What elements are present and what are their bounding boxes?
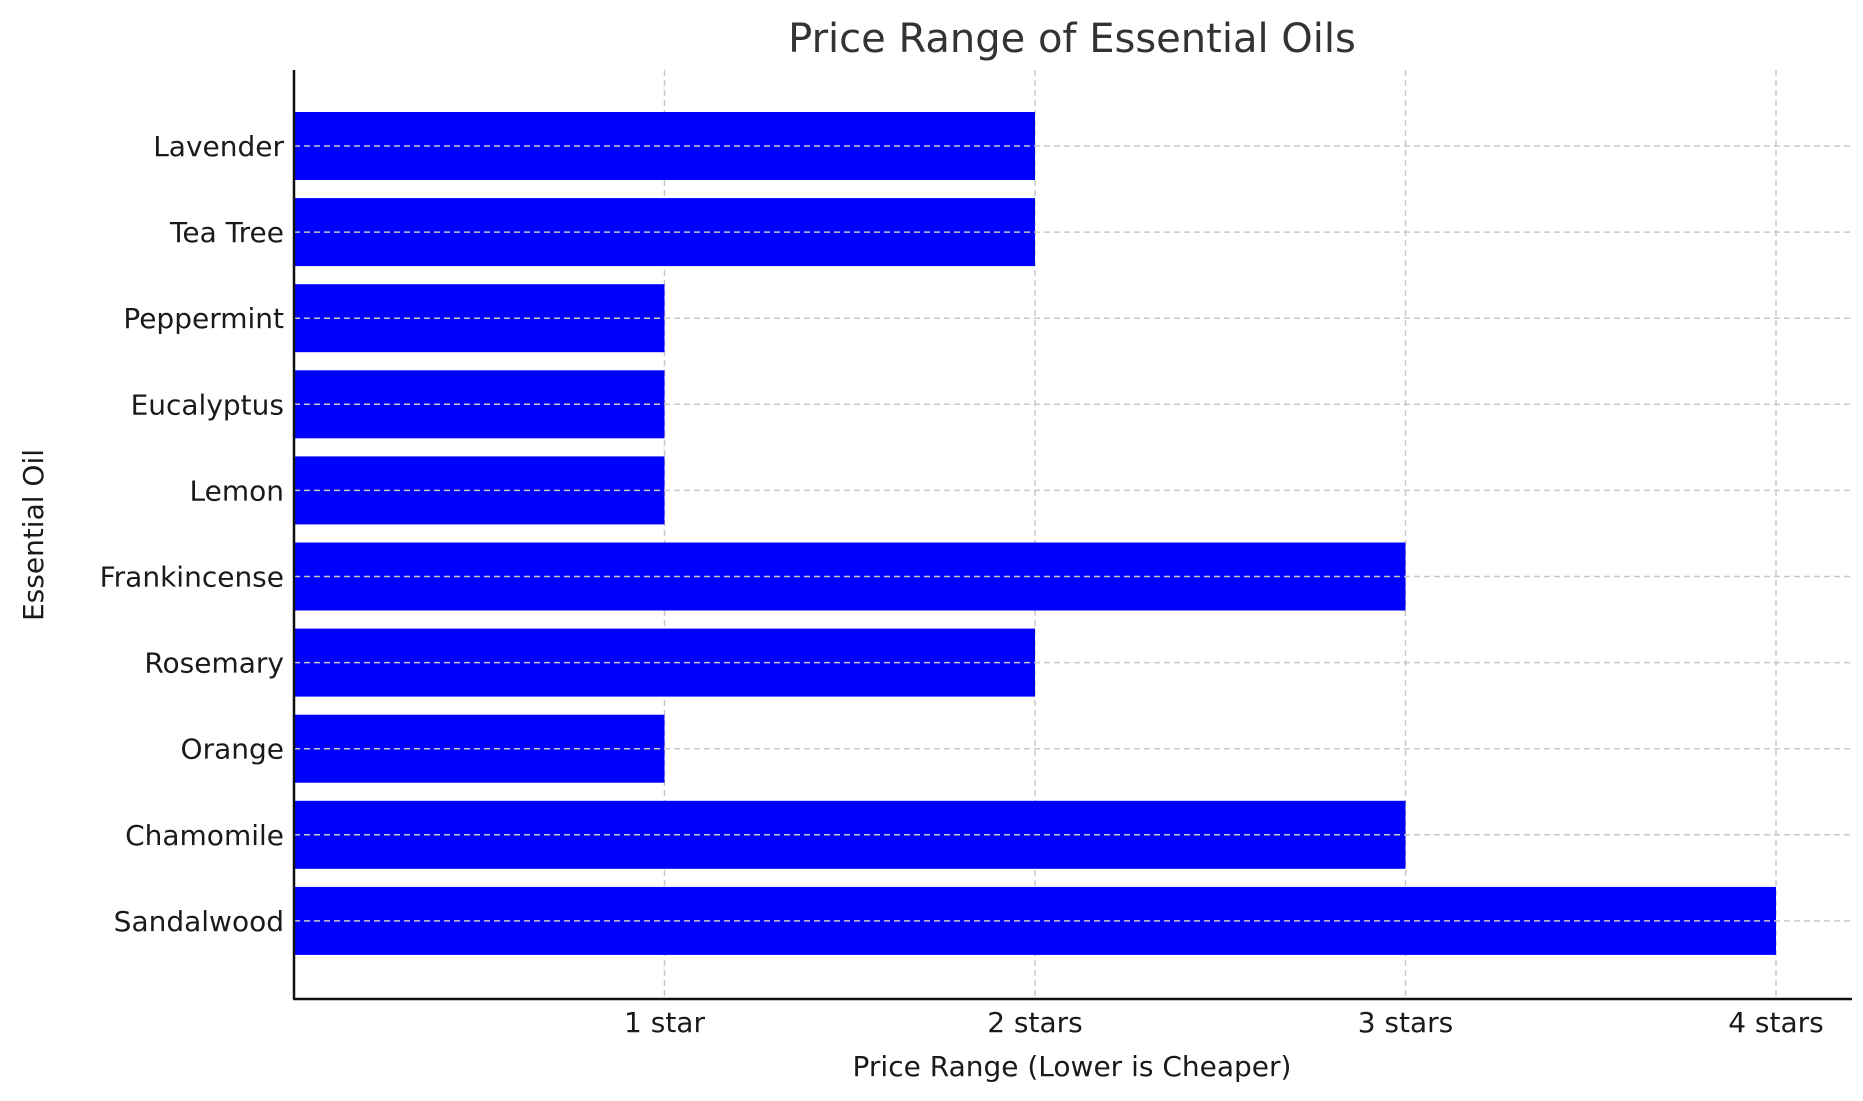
- y-tick-label: Sandalwood: [114, 905, 284, 938]
- x-tick-label: 4 stars: [1728, 1006, 1824, 1039]
- y-tick-label: Lemon: [190, 474, 285, 507]
- bars: [294, 112, 1776, 955]
- y-tick-label: Tea Tree: [169, 216, 284, 249]
- y-axis-label: Essential Oil: [17, 449, 50, 621]
- y-tick-label: Chamomile: [125, 819, 284, 852]
- y-tick-label: Peppermint: [123, 302, 284, 335]
- y-tick-labels: Lavender Tea Tree Peppermint Eucalyptus Lemo…: [100, 130, 285, 938]
- x-tick-label: 2 stars: [987, 1006, 1083, 1039]
- x-tick-label: 3 stars: [1358, 1006, 1454, 1039]
- y-tick-label: Frankincense: [100, 561, 284, 594]
- x-tick-labels: 1 star 2 stars 3 stars 4 stars: [624, 1006, 1824, 1039]
- y-tick-label: Eucalyptus: [131, 388, 284, 421]
- y-tick-label: Lavender: [153, 130, 284, 163]
- x-axis-label: Price Range (Lower is Cheaper): [853, 1050, 1292, 1083]
- y-tick-label: Orange: [181, 733, 284, 766]
- y-tick-label: Rosemary: [144, 647, 284, 680]
- x-tick-label: 1 star: [624, 1006, 705, 1039]
- chart-title: Price Range of Essential Oils: [788, 16, 1356, 62]
